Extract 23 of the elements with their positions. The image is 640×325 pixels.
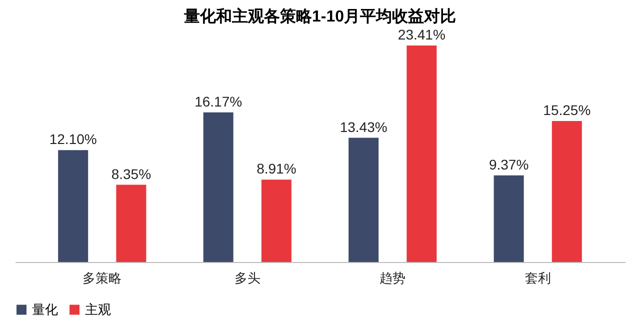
data-label: 12.10% [49,131,97,148]
legend-label: 量化 [32,302,58,317]
bar [203,112,234,262]
data-label: 8.91% [256,160,296,177]
bar [552,120,582,262]
data-label: 13.43% [340,118,388,135]
x-tick-label: 多策略 [82,270,122,286]
legend-label: 主观 [85,302,111,317]
data-label: 8.35% [111,166,152,182]
bar [58,150,88,262]
bar [494,175,524,262]
bar [261,180,292,262]
bar [406,45,437,262]
bar [348,138,379,262]
data-label: 23.41% [398,26,446,42]
bar [116,184,146,262]
x-tick-label: 多头 [234,270,260,286]
x-tick-label: 趋势 [380,270,406,286]
data-label: 9.37% [488,156,529,172]
chart-title: 量化和主观各策略1-10月平均收益对比 [182,6,456,26]
data-label: 15.25% [543,102,591,118]
x-tick-label: 套利 [524,270,551,286]
data-label: 16.17% [194,93,242,110]
